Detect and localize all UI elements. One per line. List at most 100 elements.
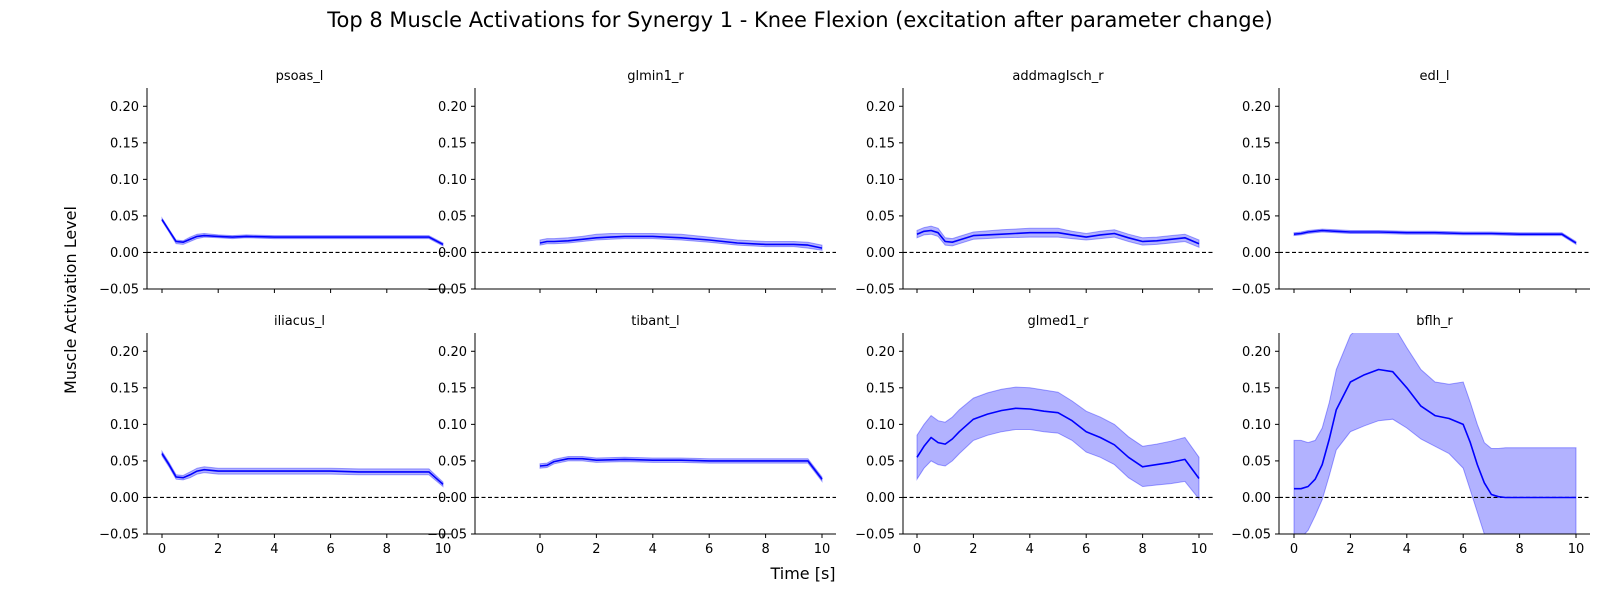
y-tick-label: 0.20 [438, 345, 467, 360]
y-tick-label: 0.15 [438, 381, 467, 396]
confidence-band [161, 449, 444, 488]
y-tick-label: 0.10 [866, 173, 895, 188]
x-tick-label: 0 [1290, 542, 1298, 557]
y-axis-label: Muscle Activation Level [61, 206, 80, 394]
confidence-band [539, 233, 823, 251]
y-tick-label: −0.05 [855, 528, 895, 543]
y-tick-label: 0.00 [110, 491, 139, 506]
y-tick-label: 0.00 [438, 491, 467, 506]
x-tick-label: 4 [1403, 542, 1411, 557]
y-tick-label: 0.10 [1242, 173, 1271, 188]
mean-activation-line [916, 407, 1200, 479]
y-tick-label: −0.05 [855, 283, 895, 298]
y-tick-label: 0.10 [866, 418, 895, 433]
y-tick-label: 0.05 [110, 209, 139, 224]
plot-area [903, 386, 1213, 501]
y-tick-label: 0.20 [866, 100, 895, 115]
subplot-tibant-l: tibant_l −0.05 0.00 0.05 0.10 0.15 0.20 0 2 4 6 8 10 [427, 314, 836, 557]
mean-activation-line [1293, 229, 1577, 244]
y-tick-label: 0.10 [1242, 418, 1271, 433]
confidence-band [161, 216, 444, 247]
mean-activation-line [161, 453, 444, 485]
y-tick-label: 0.05 [866, 209, 895, 224]
subplot-title: glmed1_r [1028, 314, 1090, 329]
y-tick-label: 0.00 [866, 246, 895, 261]
x-tick-label: 10 [1191, 542, 1208, 557]
x-tick-label: 10 [435, 542, 452, 557]
y-tick-label: 0.20 [110, 100, 139, 115]
subplot-grid: psoas_l −0.05 0.00 0.05 0.10 0.15 0.20 glmin1_r… [99, 69, 1590, 557]
y-tick-label: 0.10 [110, 173, 139, 188]
x-tick-label: 10 [1568, 542, 1585, 557]
y-tick-label: −0.05 [1231, 528, 1271, 543]
plot-area [475, 456, 836, 499]
mean-activation-line [161, 219, 444, 246]
x-tick-label: 4 [270, 542, 278, 557]
y-tick-label: 0.10 [438, 173, 467, 188]
y-tick-label: −0.05 [99, 528, 139, 543]
plot-area [147, 216, 452, 254]
x-tick-label: 0 [536, 542, 544, 557]
mean-activation-line [1294, 368, 1576, 499]
y-tick-label: 0.20 [1242, 345, 1271, 360]
plot-area [1279, 228, 1590, 254]
plot-area [147, 449, 452, 499]
confidence-band [916, 386, 1200, 501]
x-tick-label: 8 [383, 542, 391, 557]
x-tick-label: 0 [158, 542, 166, 557]
confidence-band [1293, 333, 1577, 534]
subplot-glmin1-r: glmin1_r −0.05 0.00 0.05 0.10 0.15 0.20 [427, 69, 836, 298]
x-tick-label: 2 [1346, 542, 1354, 557]
x-tick-label: 4 [649, 542, 657, 557]
y-tick-label: 0.15 [110, 381, 139, 396]
x-tick-label: 0 [913, 542, 921, 557]
x-tick-label: 10 [814, 542, 831, 557]
y-tick-label: 0.15 [438, 136, 467, 151]
subplot-title: addmagIsch_r [1012, 69, 1104, 84]
y-tick-label: 0.15 [110, 136, 139, 151]
y-tick-label: 0.15 [1242, 136, 1271, 151]
subplot-iliacus-l: iliacus_l −0.05 0.00 0.05 0.10 0.15 0.20 0 2 4 6 8 1… [99, 314, 452, 557]
plot-area [475, 233, 836, 254]
y-tick-label: 0.20 [110, 345, 139, 360]
y-tick-label: 0.20 [866, 345, 895, 360]
confidence-band [1293, 228, 1577, 246]
x-tick-label: 6 [1459, 542, 1467, 557]
x-axis-label: Time [s] [769, 564, 835, 583]
y-tick-label: 0.05 [110, 454, 139, 469]
mean-activation-line [539, 457, 823, 480]
x-tick-label: 2 [969, 542, 977, 557]
subplot-title: edl_l [1420, 69, 1450, 84]
subplot-psoas-l: psoas_l −0.05 0.00 0.05 0.10 0.15 0.20 [99, 69, 452, 298]
x-tick-label: 2 [592, 542, 600, 557]
y-tick-label: 0.00 [110, 246, 139, 261]
y-tick-label: −0.05 [427, 528, 467, 543]
x-tick-label: 8 [1138, 542, 1146, 557]
y-tick-label: 0.00 [1242, 246, 1271, 261]
y-tick-label: 0.20 [438, 100, 467, 115]
x-tick-label: 4 [1026, 542, 1034, 557]
subplot-title: tibant_l [631, 314, 679, 329]
confidence-band [539, 456, 823, 483]
subplot-addmagisch-r: addmagIsch_r −0.05 0.00 0.05 0.10 0.15 0.20 [855, 69, 1213, 298]
subplot-title: psoas_l [276, 69, 324, 84]
plot-area [1279, 333, 1590, 534]
y-tick-label: 0.15 [866, 136, 895, 151]
y-tick-label: 0.10 [110, 418, 139, 433]
y-tick-label: −0.05 [99, 283, 139, 298]
x-tick-label: 6 [1082, 542, 1090, 557]
x-tick-label: 2 [214, 542, 222, 557]
y-tick-label: −0.05 [427, 283, 467, 298]
x-tick-label: 6 [705, 542, 713, 557]
y-tick-label: 0.05 [866, 454, 895, 469]
subplot-glmed1-r: glmed1_r −0.05 0.00 0.05 0.10 0.15 0.20 0 2 4 6 8 10 [855, 314, 1213, 557]
subplot-edl-l: edl_l −0.05 0.00 0.05 0.10 0.15 0.20 [1231, 69, 1590, 298]
y-tick-label: 0.05 [1242, 209, 1271, 224]
y-tick-label: 0.20 [1242, 100, 1271, 115]
subplot-title: glmin1_r [627, 69, 684, 84]
x-tick-label: 8 [1515, 542, 1523, 557]
confidence-band [916, 225, 1200, 249]
y-tick-label: 0.00 [438, 246, 467, 261]
y-tick-label: 0.10 [438, 418, 467, 433]
